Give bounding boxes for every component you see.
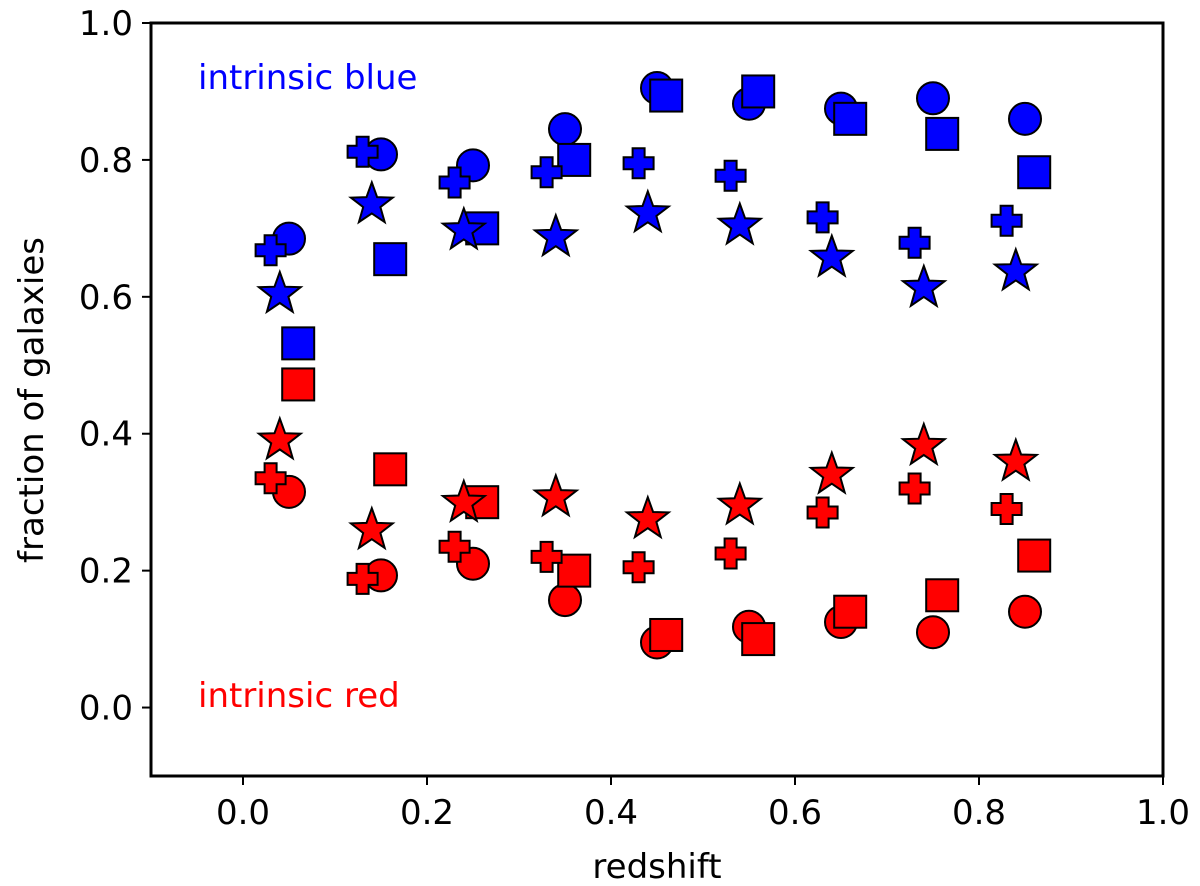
- point-blue-plus: [254, 234, 287, 267]
- point-red-circle: [916, 615, 950, 650]
- point-blue-star: [716, 200, 764, 246]
- point-red-square: [373, 452, 408, 487]
- y-tick-label: 0.6: [79, 278, 133, 318]
- point-red-square: [741, 622, 776, 657]
- point-blue-plus: [438, 166, 471, 199]
- point-blue-star: [900, 262, 948, 309]
- point-blue-square: [373, 242, 408, 277]
- point-red-plus: [346, 562, 379, 595]
- point-blue-square: [557, 142, 592, 177]
- annotation-intrinsic-blue: intrinsic blue: [198, 58, 417, 98]
- point-blue-circle: [916, 81, 950, 116]
- point-blue-plus: [530, 156, 563, 189]
- x-axis-label: redshift: [592, 847, 721, 886]
- point-blue-plus: [622, 147, 655, 180]
- point-red-circle: [1008, 594, 1042, 629]
- point-red-square: [557, 553, 592, 588]
- point-red-plus: [714, 537, 747, 570]
- point-red-plus: [990, 493, 1023, 525]
- y-axis: 0.0 0.2 0.4 0.6 0.8 1.0: [79, 4, 151, 729]
- point-blue-star: [440, 205, 488, 251]
- plot-frame: [149, 21, 1165, 778]
- point-blue-square: [833, 101, 868, 136]
- point-red-star: [900, 421, 948, 467]
- point-red-star: [256, 415, 304, 461]
- point-blue-plus: [898, 226, 931, 259]
- point-red-star: [348, 505, 396, 551]
- point-blue-circle: [548, 112, 582, 147]
- annotation-intrinsic-red: intrinsic red: [198, 676, 400, 716]
- point-blue-square: [925, 116, 960, 151]
- point-red-plus: [254, 462, 287, 495]
- point-red-square: [833, 594, 868, 629]
- y-tick-label: 0.2: [79, 552, 133, 592]
- x-tick-label: 0.2: [400, 793, 454, 833]
- point-red-plus: [622, 551, 655, 584]
- y-axis-label: fraction of galaxies: [12, 237, 52, 563]
- point-red-star: [440, 477, 488, 523]
- point-blue-circle: [1008, 101, 1042, 136]
- point-red-star: [532, 472, 580, 518]
- point-blue-square: [281, 326, 316, 361]
- point-red-star: [624, 494, 672, 540]
- y-tick-label: 1.0: [79, 4, 133, 44]
- point-red-square: [281, 367, 316, 402]
- x-tick-label: 0.8: [952, 793, 1006, 833]
- x-tick-label: 0.0: [216, 793, 270, 833]
- point-red-star: [716, 480, 764, 526]
- x-axis: 0.0 0.2 0.4 0.6 0.8 1.0: [216, 776, 1190, 833]
- x-tick-label: 1.0: [1136, 793, 1190, 833]
- markers-layer: [254, 71, 1052, 660]
- point-red-square: [649, 617, 684, 652]
- point-blue-plus: [346, 135, 379, 168]
- point-blue-plus: [990, 204, 1023, 237]
- point-blue-square: [1017, 155, 1052, 190]
- point-red-circle: [548, 583, 582, 618]
- x-tick-label: 0.6: [768, 793, 822, 833]
- point-red-square: [925, 578, 960, 613]
- point-blue-square: [649, 78, 684, 113]
- y-tick-label: 0.8: [79, 141, 133, 181]
- point-blue-circle: [456, 148, 490, 183]
- point-red-star: [992, 436, 1040, 482]
- point-red-plus: [530, 540, 563, 573]
- point-blue-star: [348, 179, 396, 225]
- point-blue-plus: [806, 201, 839, 234]
- point-blue-plus: [714, 159, 747, 192]
- point-blue-star: [992, 246, 1040, 292]
- x-tick-label: 0.4: [584, 793, 638, 833]
- point-red-plus: [438, 530, 471, 563]
- point-red-star: [808, 449, 856, 495]
- y-tick-label: 0.4: [79, 415, 133, 455]
- point-red-plus: [898, 472, 931, 505]
- point-blue-square: [741, 74, 776, 109]
- point-blue-star: [256, 269, 304, 315]
- point-red-square: [1017, 538, 1052, 573]
- point-blue-star: [808, 232, 856, 278]
- point-red-circle: [456, 546, 490, 581]
- point-blue-star: [624, 188, 672, 234]
- point-blue-star: [532, 212, 580, 258]
- point-red-plus: [806, 496, 839, 529]
- y-tick-label: 0.0: [79, 689, 133, 729]
